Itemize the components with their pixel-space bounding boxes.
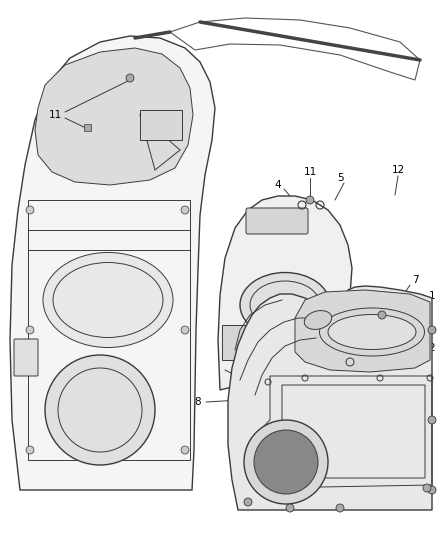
Text: 8: 8: [194, 397, 201, 407]
Circle shape: [181, 326, 189, 334]
Circle shape: [126, 74, 134, 82]
Ellipse shape: [43, 253, 173, 348]
Circle shape: [286, 504, 294, 512]
Circle shape: [244, 498, 252, 506]
Text: 6: 6: [365, 500, 371, 510]
Circle shape: [254, 430, 318, 494]
Circle shape: [423, 484, 431, 492]
FancyBboxPatch shape: [14, 339, 38, 376]
Circle shape: [26, 206, 34, 214]
Circle shape: [45, 355, 155, 465]
Text: 6: 6: [381, 290, 389, 300]
Text: 5: 5: [337, 173, 343, 183]
Text: 5: 5: [349, 333, 355, 343]
Polygon shape: [295, 290, 430, 372]
Circle shape: [428, 416, 436, 424]
Polygon shape: [218, 196, 352, 390]
Ellipse shape: [328, 314, 416, 350]
Circle shape: [244, 420, 328, 504]
Ellipse shape: [240, 272, 330, 337]
Circle shape: [181, 446, 189, 454]
Polygon shape: [228, 286, 432, 510]
Circle shape: [26, 446, 34, 454]
Text: 1: 1: [429, 291, 435, 301]
Text: 2: 2: [429, 343, 435, 353]
Circle shape: [26, 326, 34, 334]
Text: 12: 12: [392, 165, 405, 175]
Polygon shape: [35, 48, 193, 185]
FancyBboxPatch shape: [222, 325, 252, 360]
Circle shape: [336, 504, 344, 512]
FancyBboxPatch shape: [84, 124, 91, 131]
Text: 11: 11: [48, 110, 62, 120]
Circle shape: [378, 311, 386, 319]
Circle shape: [306, 196, 314, 204]
FancyBboxPatch shape: [246, 208, 308, 234]
Circle shape: [428, 486, 436, 494]
Circle shape: [181, 206, 189, 214]
FancyBboxPatch shape: [140, 110, 182, 140]
Text: 3: 3: [397, 315, 403, 325]
Polygon shape: [10, 36, 215, 490]
Circle shape: [428, 326, 436, 334]
Text: 4: 4: [275, 180, 281, 190]
Text: 7: 7: [412, 275, 418, 285]
Text: 11: 11: [304, 167, 317, 177]
Ellipse shape: [304, 311, 332, 329]
Text: 13: 13: [353, 305, 367, 315]
